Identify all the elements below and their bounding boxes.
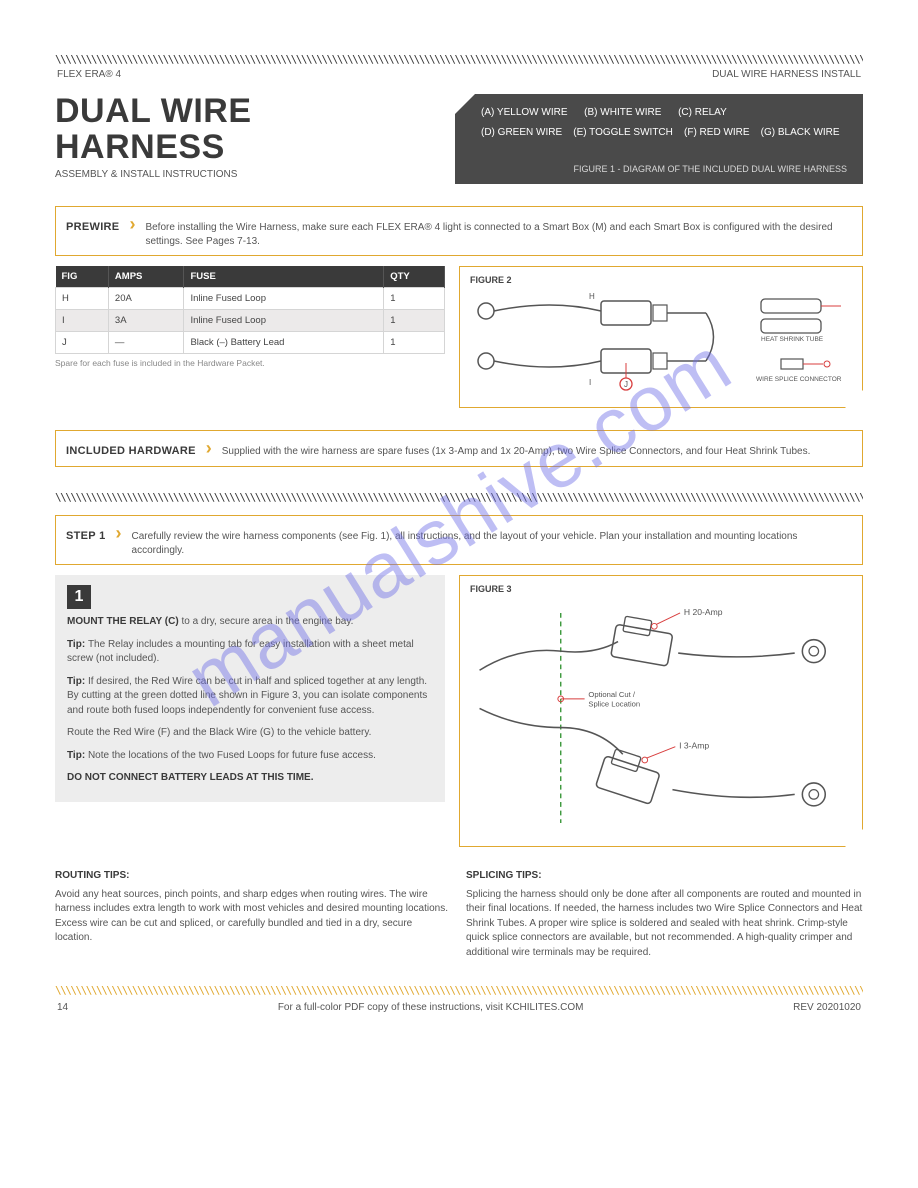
title-line2: HARNESS <box>55 128 225 166</box>
svg-text:H 20-Amp: H 20-Amp <box>684 607 723 617</box>
svg-text:H: H <box>589 292 595 301</box>
section-prewire: PREWIRE › Before installing the Wire Har… <box>55 206 863 256</box>
mount-bold: Tip: <box>67 750 88 761</box>
svg-text:J: J <box>624 380 628 389</box>
mount-bold: MOUNT THE RELAY (C) <box>67 616 179 627</box>
step1-body: Carefully review the wire harness compon… <box>132 530 852 557</box>
step-number: 1 <box>67 585 91 609</box>
splicing-body: Splicing the harness should only be done… <box>466 888 863 961</box>
th-amps: AMPS <box>108 266 184 288</box>
table-row: I 3A Inline Fused Loop 1 <box>56 310 445 332</box>
step1-title: STEP 1 <box>66 530 106 542</box>
figure-2: FIGURE 2 J <box>459 266 863 408</box>
hardware-body: Supplied with the wire harness are spare… <box>222 445 811 459</box>
mount-line: DO NOT CONNECT BATTERY LEADS AT THIS TIM… <box>67 771 433 786</box>
fuse-table-wrap: FIG AMPS FUSE QTY H 20A Inline Fused Loo… <box>55 266 445 368</box>
splicing-tips: SPLICING TIPS: Splicing the harness shou… <box>466 869 863 960</box>
table-row: H 20A Inline Fused Loop 1 <box>56 288 445 310</box>
top-left: FLEX ERA® 4 <box>57 69 121 80</box>
prewire-body: Before installing the Wire Harness, make… <box>145 221 852 248</box>
prewire-title: PREWIRE <box>66 221 119 233</box>
th-fig: FIG <box>56 266 109 288</box>
legend-a: (A) YELLOW WIRE <box>481 107 568 118</box>
cell: Inline Fused Loop <box>184 310 384 332</box>
legend-panel: (A) YELLOW WIRE (B) WHITE WIRE (C) RELAY… <box>455 94 863 184</box>
fig3-svg: H 20-Amp I 3-Amp Optional Cut / <box>470 598 852 838</box>
cell: 1 <box>384 310 445 332</box>
th-fuse: FUSE <box>184 266 384 288</box>
cell: 3A <box>108 310 184 332</box>
chevron-icon: › <box>116 523 122 544</box>
fig2-label: FIGURE 2 <box>470 275 852 285</box>
footer: 14 For a full-color PDF copy of these in… <box>57 1002 861 1013</box>
table-header-row: FIG AMPS FUSE QTY <box>56 266 445 288</box>
hatch-mid: \\\\\\\\\\\\\\\\\\\\\\\\\\\\\\\\\\\\\\\\… <box>55 493 863 503</box>
mount-line: Tip: If desired, the Red Wire can be cut… <box>67 675 433 719</box>
mount-text: If desired, the Red Wire can be cut in h… <box>67 676 427 716</box>
routing-tips: ROUTING TIPS: Avoid any heat sources, pi… <box>55 869 452 960</box>
th-qty: QTY <box>384 266 445 288</box>
hatch-top: \\\\\\\\\\\\\\\\\\\\\\\\\\\\\\\\\\\\\\\\… <box>55 55 863 65</box>
legend-foot: FIGURE 1 - DIAGRAM OF THE INCLUDED DUAL … <box>481 164 847 174</box>
legend-e: (E) TOGGLE SWITCH <box>573 127 673 138</box>
mount-text: Note the locations of the two Fused Loop… <box>88 750 376 761</box>
mount-line: Route the Red Wire (F) and the Black Wir… <box>67 726 433 741</box>
svg-text:Splice Location: Splice Location <box>588 700 640 709</box>
chevron-icon: › <box>206 438 212 459</box>
svg-text:HEAT SHRINK TUBE: HEAT SHRINK TUBE <box>761 336 824 343</box>
fig3-label: FIGURE 3 <box>470 584 852 594</box>
cell: J <box>56 332 109 354</box>
fuse-table: FIG AMPS FUSE QTY H 20A Inline Fused Loo… <box>55 266 445 354</box>
routing-body: Avoid any heat sources, pinch points, an… <box>55 888 452 946</box>
legend-f: (F) RED WIRE <box>684 127 750 138</box>
legend-b: (B) WHITE WIRE <box>584 107 661 118</box>
hatch-bottom: \\\\\\\\\\\\\\\\\\\\\\\\\\\\\\\\\\\\\\\\… <box>55 986 863 996</box>
cell: H <box>56 288 109 310</box>
legend-d: (D) GREEN WIRE <box>481 127 562 138</box>
footer-rev: REV 20201020 <box>793 1002 861 1013</box>
top-line: FLEX ERA® 4 DUAL WIRE HARNESS INSTALL <box>57 69 861 80</box>
cell: Black (–) Battery Lead <box>184 332 384 354</box>
cell: I <box>56 310 109 332</box>
cell: 20A <box>108 288 184 310</box>
hardware-title: INCLUDED HARDWARE <box>66 445 196 457</box>
mount-panel: 1 MOUNT THE RELAY (C) to a dry, secure a… <box>55 575 445 802</box>
cell: — <box>108 332 184 354</box>
svg-text:I: I <box>589 378 591 387</box>
mount-line: MOUNT THE RELAY (C) to a dry, secure are… <box>67 615 433 630</box>
fig2-svg: J HEAT SHRINK TUBE WIRE SPLICE CONNECTOR… <box>470 289 852 399</box>
page-number: 14 <box>57 1002 68 1013</box>
legend-row1: (A) YELLOW WIRE (B) WHITE WIRE (C) RELAY <box>481 106 847 120</box>
svg-text:I 3-Amp: I 3-Amp <box>679 741 709 751</box>
legend-c: (C) RELAY <box>678 107 727 118</box>
table-note: Spare for each fuse is included in the H… <box>55 358 445 368</box>
mount-bold: Tip: <box>67 676 88 687</box>
legend-g: (G) BLACK WIRE <box>761 127 840 138</box>
routing-title: ROUTING TIPS: <box>55 869 452 884</box>
cell: Inline Fused Loop <box>184 288 384 310</box>
svg-text:Optional Cut /: Optional Cut / <box>588 690 636 699</box>
legend-row2: (D) GREEN WIRE (E) TOGGLE SWITCH (F) RED… <box>481 126 847 140</box>
mount-text: to a dry, secure area in the engine bay. <box>179 616 354 627</box>
section-step1: STEP 1 › Carefully review the wire harne… <box>55 515 863 565</box>
cell: 1 <box>384 288 445 310</box>
mount-bold: Tip: <box>67 639 88 650</box>
figure-3: FIGURE 3 H 20-Amp <box>459 575 863 847</box>
mount-line: Tip: The Relay includes a mounting tab f… <box>67 638 433 667</box>
mount-bold: DO NOT CONNECT BATTERY LEADS AT THIS TIM… <box>67 772 313 783</box>
splicing-title: SPLICING TIPS: <box>466 869 863 884</box>
chevron-icon: › <box>129 214 135 235</box>
title-sub: ASSEMBLY & INSTALL INSTRUCTIONS <box>55 169 445 180</box>
top-right: DUAL WIRE HARNESS INSTALL <box>712 69 861 80</box>
table-row: J — Black (–) Battery Lead 1 <box>56 332 445 354</box>
mount-line: Tip: Note the locations of the two Fused… <box>67 749 433 764</box>
page-title: DUAL WIRE HARNESS <box>55 94 445 165</box>
mount-text: The Relay includes a mounting tab for ea… <box>67 639 414 665</box>
title-line1: DUAL WIRE <box>55 92 252 130</box>
svg-text:WIRE SPLICE CONNECTOR: WIRE SPLICE CONNECTOR <box>756 376 842 383</box>
footer-center: For a full-color PDF copy of these instr… <box>68 1002 793 1013</box>
section-hardware: INCLUDED HARDWARE › Supplied with the wi… <box>55 430 863 467</box>
cell: 1 <box>384 332 445 354</box>
